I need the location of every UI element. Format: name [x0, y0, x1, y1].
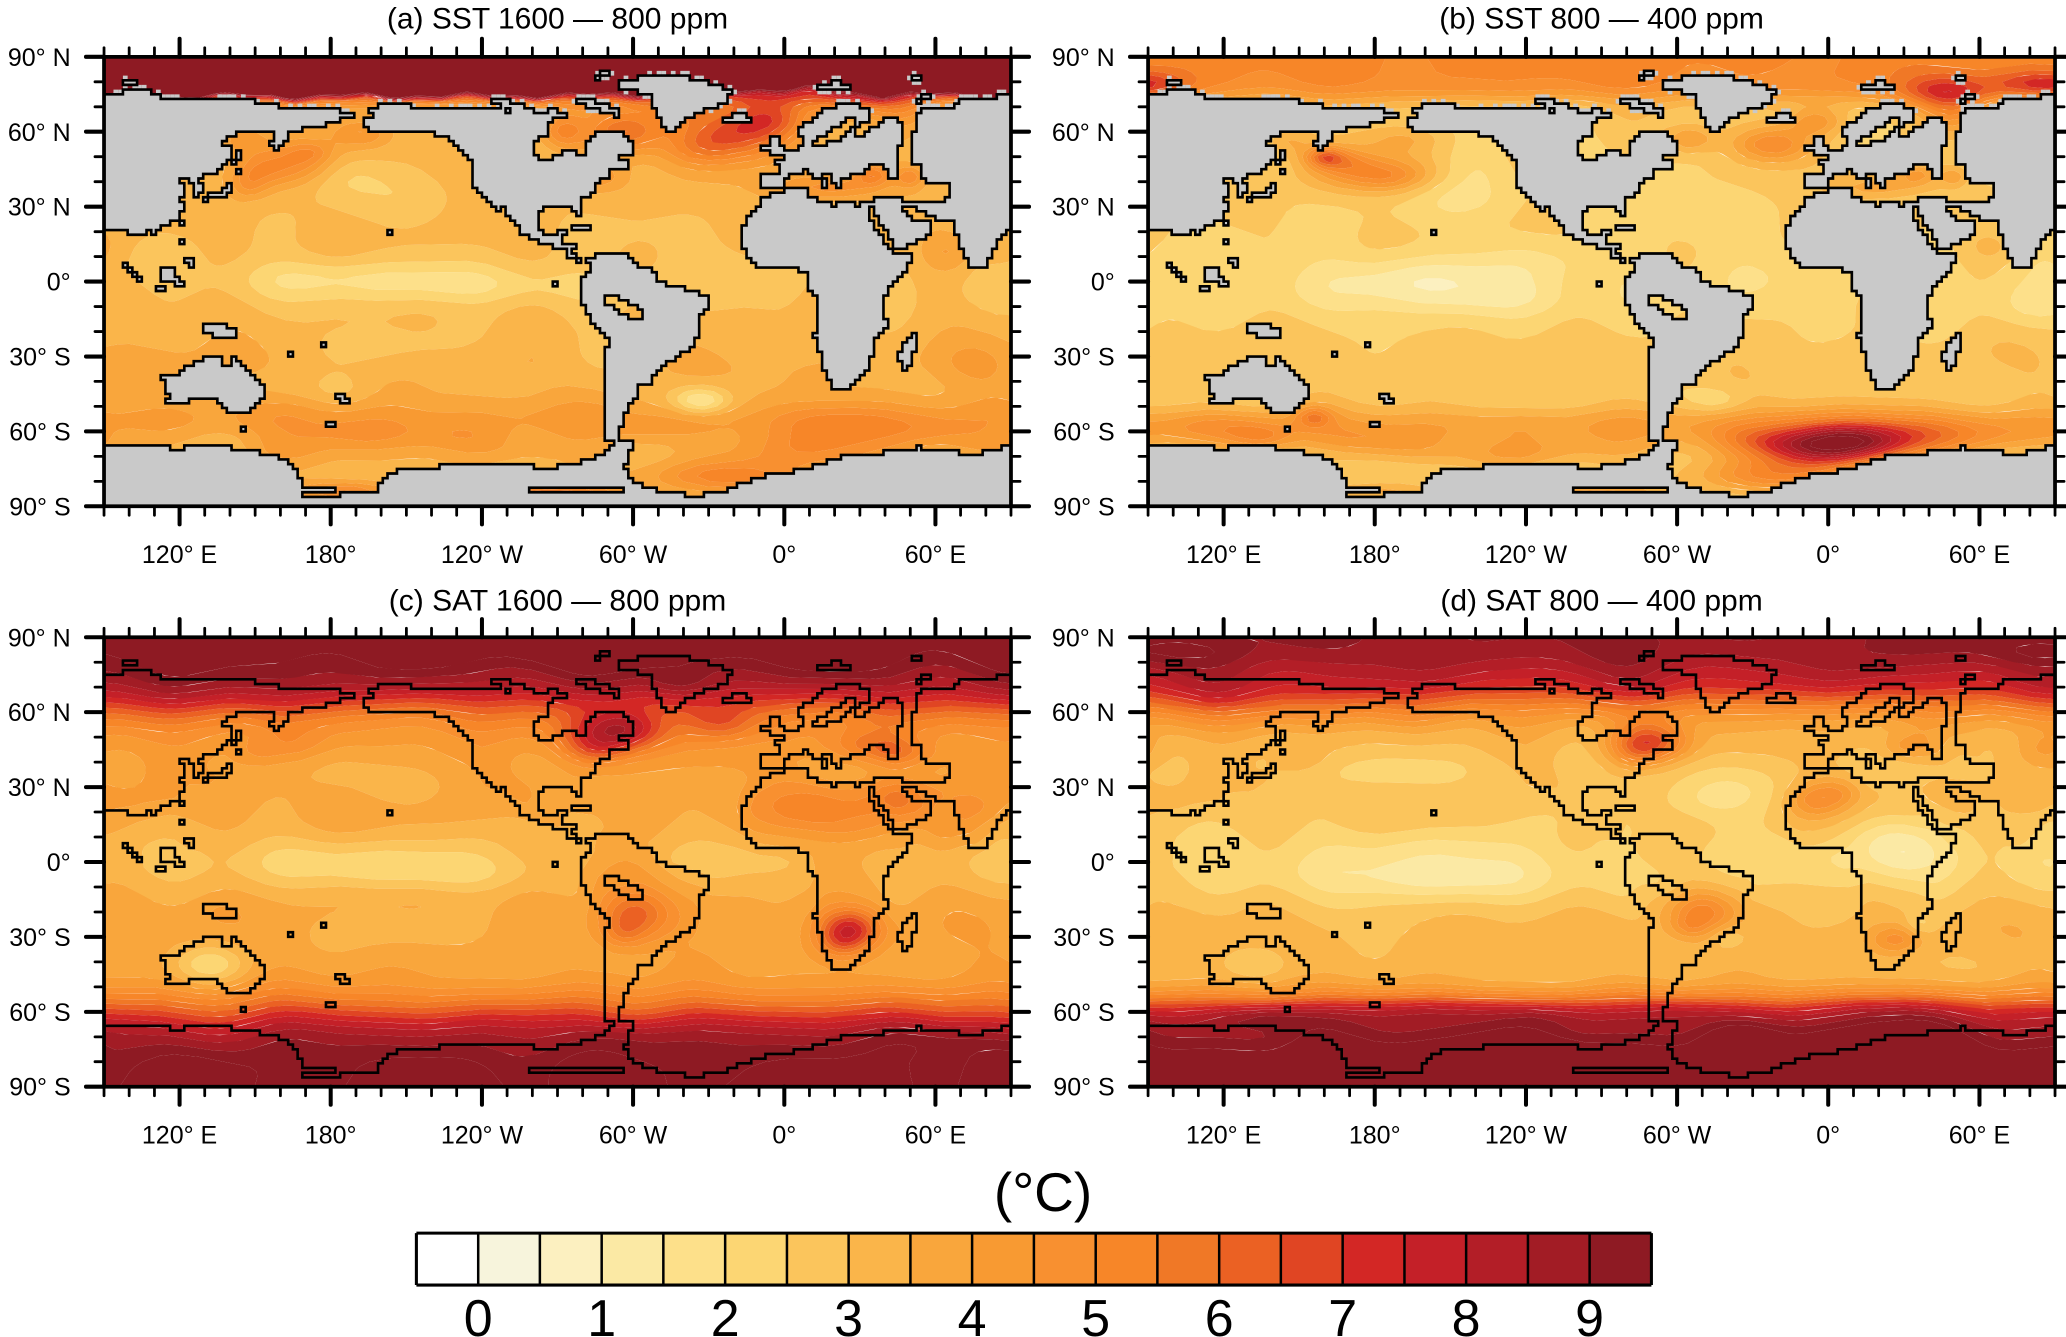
svg-text:(°C): (°C): [994, 1161, 1092, 1223]
svg-text:0°: 0°: [772, 541, 796, 569]
svg-text:30° S: 30° S: [9, 924, 70, 952]
svg-text:0°: 0°: [1091, 269, 1115, 297]
svg-text:90° S: 90° S: [9, 493, 70, 521]
svg-text:(a) SST 1600 — 800 ppm: (a) SST 1600 — 800 ppm: [387, 2, 728, 35]
svg-text:30° S: 30° S: [9, 344, 70, 372]
svg-text:9: 9: [1575, 1290, 1604, 1337]
svg-text:90° N: 90° N: [1052, 624, 1115, 652]
svg-text:1: 1: [587, 1290, 616, 1337]
svg-text:180°: 180°: [1349, 541, 1401, 569]
svg-text:180°: 180°: [1349, 1121, 1401, 1149]
svg-text:90° N: 90° N: [8, 44, 71, 72]
svg-text:3: 3: [834, 1290, 863, 1337]
svg-text:120° E: 120° E: [142, 541, 217, 569]
svg-text:30° N: 30° N: [1052, 774, 1115, 802]
svg-text:0: 0: [464, 1290, 493, 1337]
svg-text:60° E: 60° E: [1949, 541, 2010, 569]
svg-text:7: 7: [1328, 1290, 1357, 1337]
svg-text:5: 5: [1081, 1290, 1110, 1337]
svg-text:0°: 0°: [1816, 1121, 1840, 1149]
svg-text:60° W: 60° W: [599, 1121, 668, 1149]
svg-text:0°: 0°: [47, 849, 71, 877]
svg-text:60° E: 60° E: [905, 541, 966, 569]
svg-text:180°: 180°: [305, 541, 357, 569]
svg-text:90° N: 90° N: [8, 624, 71, 652]
svg-text:60° W: 60° W: [1643, 541, 1712, 569]
svg-text:30° S: 30° S: [1053, 344, 1114, 372]
svg-text:120° W: 120° W: [441, 1121, 524, 1149]
svg-text:(b) SST 800 — 400 ppm: (b) SST 800 — 400 ppm: [1439, 2, 1764, 35]
svg-text:90° S: 90° S: [1053, 1074, 1114, 1102]
svg-text:0°: 0°: [47, 269, 71, 297]
svg-text:0°: 0°: [1816, 541, 1840, 569]
svg-text:30° S: 30° S: [1053, 924, 1114, 952]
svg-text:60° S: 60° S: [1053, 418, 1114, 446]
svg-text:120° E: 120° E: [1186, 541, 1261, 569]
svg-text:60° N: 60° N: [1052, 699, 1115, 727]
svg-text:120° W: 120° W: [1485, 541, 1568, 569]
svg-text:30° N: 30° N: [8, 774, 71, 802]
svg-text:4: 4: [958, 1290, 987, 1337]
svg-text:8: 8: [1452, 1290, 1481, 1337]
svg-text:60° E: 60° E: [905, 1121, 966, 1149]
svg-text:60° W: 60° W: [599, 541, 668, 569]
svg-text:(c) SAT 1600 — 800 ppm: (c) SAT 1600 — 800 ppm: [389, 585, 726, 618]
svg-text:2: 2: [711, 1290, 740, 1337]
svg-text:180°: 180°: [305, 1121, 357, 1149]
svg-text:60° S: 60° S: [9, 418, 70, 446]
svg-text:(d) SAT 800 — 400 ppm: (d) SAT 800 — 400 ppm: [1440, 585, 1762, 618]
svg-text:30° N: 30° N: [8, 194, 71, 222]
svg-text:60° N: 60° N: [1052, 119, 1115, 147]
svg-text:60° N: 60° N: [8, 699, 71, 727]
svg-text:60° S: 60° S: [1053, 999, 1114, 1027]
svg-text:30° N: 30° N: [1052, 194, 1115, 222]
svg-text:90° N: 90° N: [1052, 44, 1115, 72]
svg-text:0°: 0°: [1091, 849, 1115, 877]
svg-text:60° E: 60° E: [1949, 1121, 2010, 1149]
svg-text:60° W: 60° W: [1643, 1121, 1712, 1149]
svg-text:120° E: 120° E: [142, 1121, 217, 1149]
svg-text:90° S: 90° S: [9, 1074, 70, 1102]
svg-text:120° W: 120° W: [1485, 1121, 1568, 1149]
svg-text:6: 6: [1205, 1290, 1234, 1337]
svg-text:120° W: 120° W: [441, 541, 524, 569]
svg-text:0°: 0°: [772, 1121, 796, 1149]
svg-text:90° S: 90° S: [1053, 493, 1114, 521]
svg-text:60° N: 60° N: [8, 119, 71, 147]
svg-text:120° E: 120° E: [1186, 1121, 1261, 1149]
svg-text:60° S: 60° S: [9, 999, 70, 1027]
